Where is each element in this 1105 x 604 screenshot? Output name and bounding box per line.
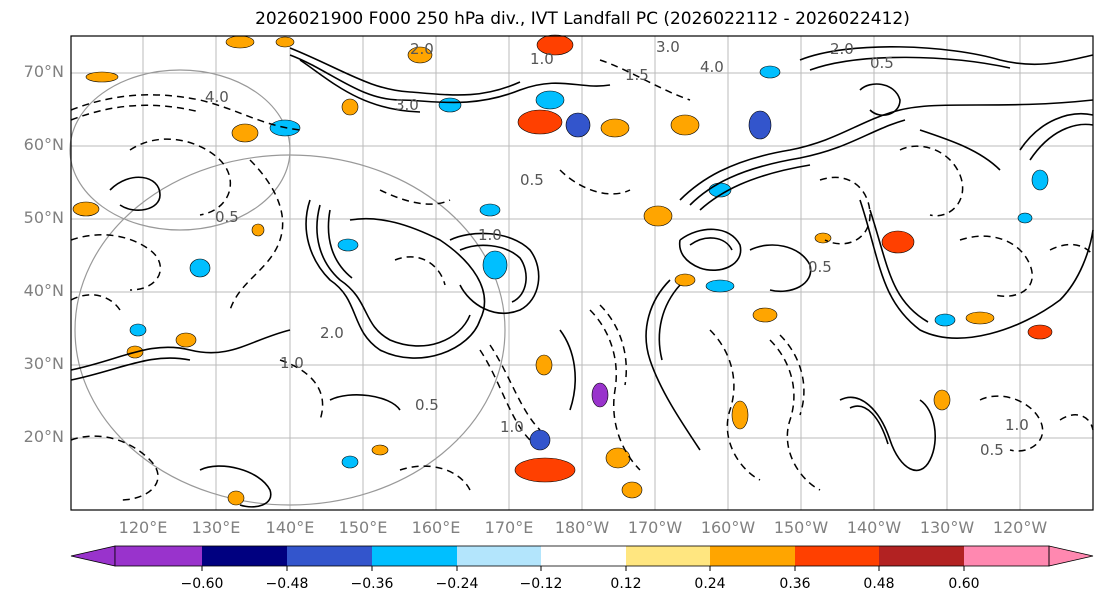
- colorbar-under-triangle: [70, 545, 116, 567]
- colorbar-segment: [372, 546, 457, 566]
- lon-label: 130°E: [191, 518, 241, 537]
- contour-label: 1.0: [530, 50, 554, 68]
- colorbar-tick-label: 0.60: [948, 576, 980, 592]
- lat-label-20n: 20°N: [23, 427, 64, 446]
- contour-label: 0.5: [980, 441, 1004, 459]
- colorbar-segment: [626, 546, 710, 566]
- contour-label: 0.5: [520, 171, 544, 189]
- colorbar-segment: [964, 546, 1049, 566]
- lon-label: 120°W: [992, 518, 1048, 537]
- lon-label: 140°E: [265, 518, 315, 537]
- lon-label: 180°W: [554, 518, 610, 537]
- colorbar-segment: [457, 546, 541, 566]
- contour-labels: 3.0 4.0 2.0 0.5 1.0 1.5 4.0 3.0 2.0 0.5 …: [205, 38, 1029, 459]
- colorbar-segment: [710, 546, 795, 566]
- colorbar-segment: [879, 546, 964, 566]
- contour-label: 0.5: [215, 208, 239, 226]
- colorbar-segment: [541, 546, 626, 566]
- contour-label: 0.5: [808, 258, 832, 276]
- solid-contours: [70, 46, 1094, 508]
- colorbar-segment: [287, 546, 372, 566]
- colorbar-tick-label: 0.48: [863, 576, 895, 592]
- colorbar-segment: [795, 546, 879, 566]
- dashed-contours: [70, 59, 1094, 501]
- lat-label-60n: 60°N: [23, 135, 64, 154]
- lon-label: 140°W: [846, 518, 902, 537]
- colorbar-tick-label: −0.24: [435, 576, 479, 592]
- lon-label: 120°E: [118, 518, 168, 537]
- contour-label: 4.0: [205, 88, 229, 106]
- colorbar-segment: [115, 546, 202, 566]
- map-border: [70, 35, 1094, 511]
- lon-label: 150°W: [773, 518, 829, 537]
- map-title: 2026021900 F000 250 hPa div., IVT Landfa…: [255, 9, 910, 29]
- colorbar-over-triangle: [1048, 545, 1094, 567]
- contour-label: 2.0: [830, 40, 854, 58]
- lon-label: 150°E: [338, 518, 388, 537]
- contour-label: 3.0: [395, 96, 419, 114]
- colorbar-tick-label: 0.36: [779, 576, 811, 592]
- colorbar-tick-label: −0.60: [180, 576, 224, 592]
- contour-label: 0.5: [870, 54, 894, 72]
- colorbar: [70, 545, 1094, 571]
- lat-label-70n: 70°N: [23, 62, 64, 81]
- gridlines: [71, 36, 1093, 510]
- colorbar-tick-label: 0.12: [610, 576, 642, 592]
- colorbar-tick-label: −0.12: [519, 576, 563, 592]
- contour-label: 1.0: [478, 226, 502, 244]
- lon-label: 160°W: [700, 518, 756, 537]
- contour-label: 2.0: [320, 324, 344, 342]
- lon-label: 160°E: [411, 518, 461, 537]
- colorbar-tick-label: −0.36: [350, 576, 394, 592]
- contour-label: 2.0: [410, 40, 434, 58]
- colorbar-segment: [202, 546, 287, 566]
- lon-label: 130°W: [919, 518, 975, 537]
- contour-label: 1.0: [1005, 416, 1029, 434]
- colorbar-tick-label: −0.48: [265, 576, 309, 592]
- contour-label: 1.5: [625, 66, 649, 84]
- lon-label: 170°E: [484, 518, 534, 537]
- contour-label: 0.5: [415, 396, 439, 414]
- contour-label: 1.0: [500, 418, 524, 436]
- contour-label: 3.0: [656, 38, 680, 56]
- contour-label: 1.0: [280, 354, 304, 372]
- lon-label: 170°W: [627, 518, 683, 537]
- gray-outline-circles: [69, 69, 506, 506]
- colorbar-tick-label: 0.24: [694, 576, 726, 592]
- lat-label-30n: 30°N: [23, 354, 64, 373]
- lat-label-50n: 50°N: [23, 208, 64, 227]
- contour-label: 4.0: [700, 58, 724, 76]
- lat-label-40n: 40°N: [23, 281, 64, 300]
